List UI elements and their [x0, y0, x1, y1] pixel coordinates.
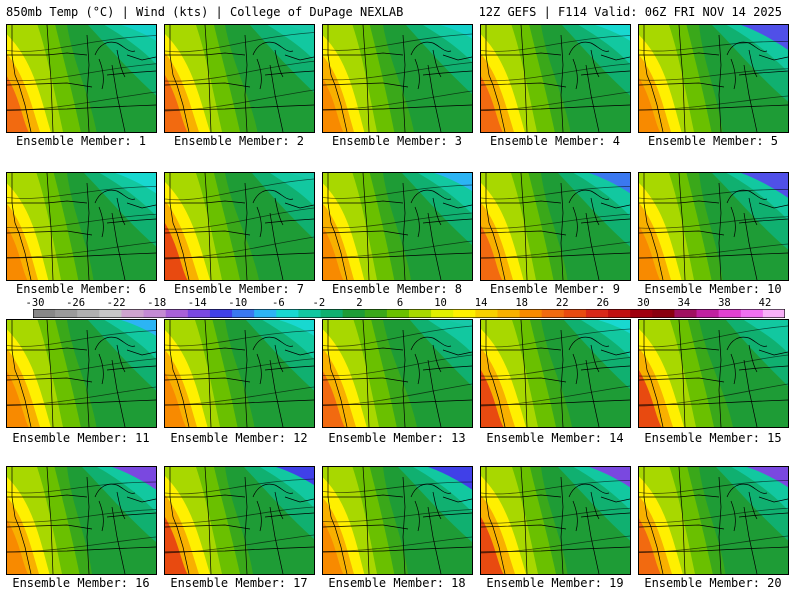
colorbar-tick-label: 42	[758, 297, 772, 309]
colorbar-tick-label: 14	[474, 297, 488, 309]
colorbar-segment	[121, 309, 145, 318]
colorbar-outline	[33, 309, 785, 318]
colorbar-segment	[55, 309, 78, 318]
colorbar-segment	[431, 309, 454, 318]
colorbar-tick-label: 22	[555, 297, 569, 309]
colorbar	[33, 309, 785, 318]
ensemble-member-map	[164, 172, 315, 281]
ensemble-member-label: Ensemble Member: 8	[331, 282, 463, 296]
ensemble-member-label: Ensemble Member: 19	[486, 576, 624, 590]
colorbar-tick-label: -2	[312, 297, 326, 309]
ensemble-member-label: Ensemble Member: 20	[644, 576, 782, 590]
colorbar-segment	[165, 309, 189, 318]
colorbar-segment	[254, 309, 277, 318]
ensemble-member-map	[164, 319, 315, 428]
colorbar-segment	[187, 309, 211, 318]
ensemble-member-map	[322, 172, 473, 281]
colorbar-tick-label: 38	[718, 297, 731, 309]
colorbar-tick-label: 18	[515, 297, 528, 309]
colorbar-tick-label: 10	[434, 297, 447, 309]
colorbar-tick-label: 2	[356, 297, 363, 309]
ensemble-member-map	[6, 172, 157, 281]
ensemble-member-label: Ensemble Member: 14	[486, 431, 624, 445]
ensemble-member-map	[480, 319, 631, 428]
colorbar-segment	[519, 309, 543, 318]
colorbar-segment	[563, 309, 587, 318]
colorbar-segment	[77, 309, 100, 318]
colorbar-segment	[674, 309, 698, 318]
map-title: 850mb Temp (°C) | Wind (kts) | College o…	[6, 5, 404, 19]
colorbar-segment	[99, 309, 122, 318]
colorbar-segment	[209, 309, 233, 318]
colorbar-segment	[33, 309, 56, 318]
colorbar-segment	[718, 309, 742, 318]
ensemble-member-label: Ensemble Member: 5	[647, 134, 779, 148]
colorbar-tick-label: 34	[677, 297, 691, 309]
ensemble-member-label: Ensemble Member: 11	[12, 431, 150, 445]
colorbar-segment	[630, 309, 653, 318]
colorbar-segment	[762, 309, 785, 318]
ensemble-member-label: Ensemble Member: 1	[15, 134, 147, 148]
colorbar-segment	[364, 309, 388, 318]
ensemble-member-map	[322, 319, 473, 428]
colorbar-segment	[386, 309, 410, 318]
colorbar-segment	[232, 309, 255, 318]
colorbar-tick-label: 30	[637, 297, 650, 309]
ensemble-member-map	[638, 172, 789, 281]
colorbar-tick-label: -30	[25, 297, 45, 309]
ensemble-member-map	[638, 466, 789, 575]
colorbar-segment	[652, 309, 675, 318]
ensemble-member-label: Ensemble Member: 7	[173, 282, 305, 296]
colorbar-segment	[608, 309, 631, 318]
ensemble-member-label: Ensemble Member: 17	[170, 576, 308, 590]
ensemble-member-label: Ensemble Member: 2	[173, 134, 305, 148]
ensemble-member-map	[480, 172, 631, 281]
colorbar-tick-label: -6	[272, 297, 285, 309]
ensemble-member-label: Ensemble Member: 9	[489, 282, 621, 296]
colorbar-tick-label: -26	[66, 297, 86, 309]
colorbar-tick-label: -22	[106, 297, 126, 309]
colorbar-segment	[298, 309, 322, 318]
ensemble-member-map	[322, 466, 473, 575]
colorbar-segment	[475, 309, 498, 318]
ensemble-member-label: Ensemble Member: 4	[489, 134, 621, 148]
ensemble-member-map	[638, 319, 789, 428]
model-run-info: 12Z GEFS | F114 Valid: 06Z FRI NOV 14 20…	[478, 5, 782, 19]
colorbar-segment	[585, 309, 609, 318]
ensemble-member-map	[480, 466, 631, 575]
colorbar-segment	[276, 309, 299, 318]
ensemble-member-map	[322, 24, 473, 133]
ensemble-member-map	[6, 466, 157, 575]
ensemble-member-label: Ensemble Member: 13	[328, 431, 466, 445]
ensemble-member-map	[480, 24, 631, 133]
colorbar-tick-label: 26	[596, 297, 610, 309]
colorbar-segment	[541, 309, 565, 318]
colorbar-segment	[497, 309, 521, 318]
ensemble-member-map	[6, 24, 157, 133]
colorbar-tick-label: 6	[396, 297, 404, 309]
colorbar-segment	[409, 309, 432, 318]
ensemble-member-label: Ensemble Member: 10	[644, 282, 782, 296]
ensemble-member-label: Ensemble Member: 3	[331, 134, 463, 148]
colorbar-tick-label: -10	[228, 297, 248, 309]
colorbar-segment	[143, 309, 167, 318]
ensemble-member-label: Ensemble Member: 15	[644, 431, 782, 445]
colorbar-segment	[320, 309, 344, 318]
ensemble-member-label: Ensemble Member: 12	[170, 431, 308, 445]
ensemble-member-label: Ensemble Member: 18	[328, 576, 466, 590]
ensemble-member-label: Ensemble Member: 16	[12, 576, 150, 590]
ensemble-member-map	[164, 24, 315, 133]
colorbar-segment	[453, 309, 476, 318]
ensemble-member-map	[638, 24, 789, 133]
colorbar-tick-label: -14	[187, 297, 207, 309]
colorbar-segment	[696, 309, 720, 318]
ensemble-member-label: Ensemble Member: 6	[15, 282, 147, 296]
ensemble-member-map	[6, 319, 157, 428]
ensemble-member-map	[164, 466, 315, 575]
colorbar-tick-label: -18	[147, 297, 167, 309]
colorbar-segment	[342, 309, 366, 318]
colorbar-segment	[740, 309, 764, 318]
